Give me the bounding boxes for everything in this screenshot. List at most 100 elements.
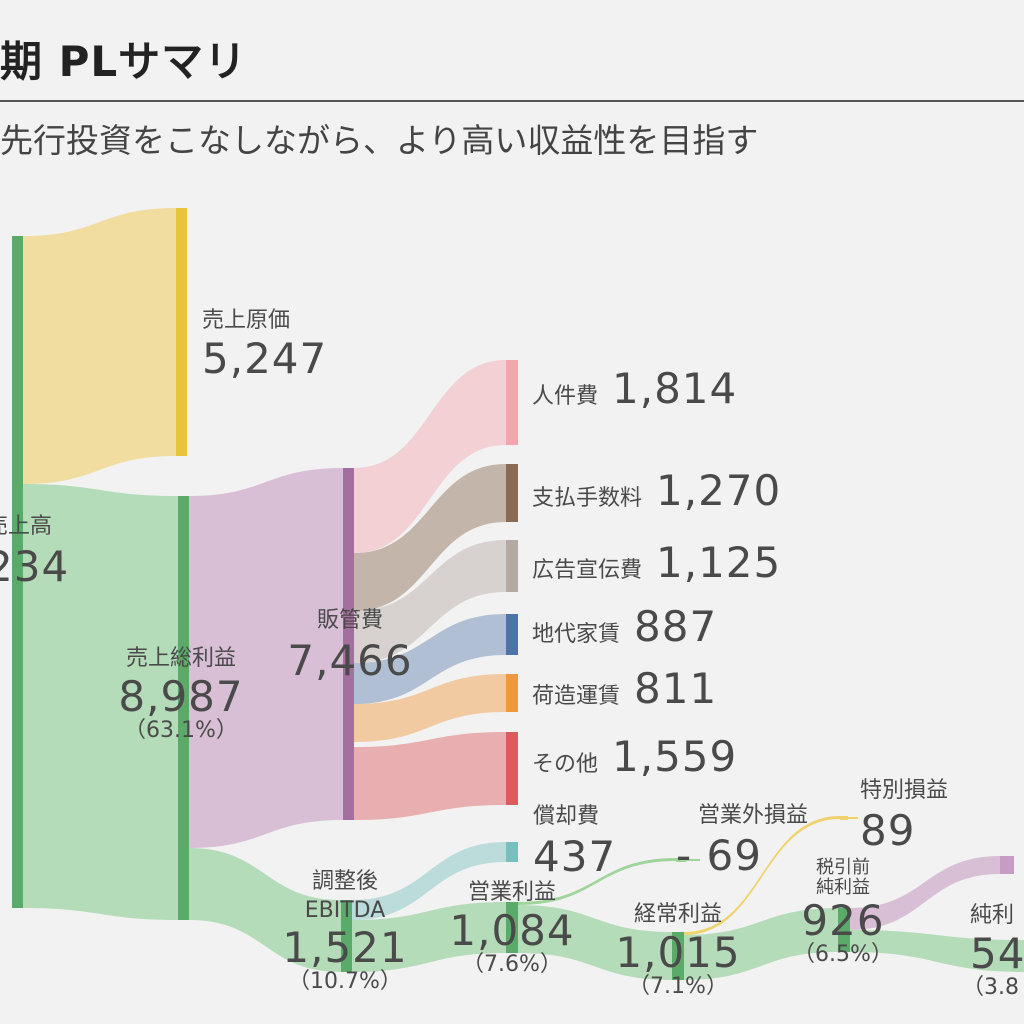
operating-income-name: 営業利益	[467, 880, 556, 905]
label-other: その他 1,559	[532, 736, 737, 778]
flow-pretax_income-to-net_income	[850, 856, 1000, 930]
label-operating-income: 営業利益 1,084 （7.6%）	[449, 882, 574, 976]
flow-gross_profit-to-sga	[189, 468, 343, 848]
revenue-value: 234	[0, 542, 70, 591]
cogs-value: 5,247	[202, 334, 328, 383]
flow-ordinary_income-to-pretax_income	[684, 908, 838, 980]
flow-revenue-to-cogs	[23, 208, 176, 484]
flow-adj_ebitda-to-operating_income	[352, 902, 506, 972]
flow-ordinary_income-to-extraordinary	[684, 816, 840, 935]
ordinary-income-pct: （7.1%）	[628, 974, 728, 999]
page-title: 期 PLサマリ	[0, 37, 248, 86]
pretax-income-pct: （6.5%）	[793, 941, 893, 967]
rent-value: 887	[634, 602, 718, 651]
non-operating-value: - 69	[676, 831, 762, 880]
ordinary-income-value: 1,015	[615, 928, 741, 977]
other-name: その他	[532, 752, 599, 777]
label-payment-fee: 支払手数料 1,270	[532, 470, 781, 512]
other-value: 1,559	[612, 732, 738, 781]
title-divider	[0, 100, 1024, 102]
payment-fee-value: 1,270	[656, 466, 782, 515]
advertising-value: 1,125	[656, 538, 782, 587]
node-bar-extraordinary	[840, 816, 848, 820]
label-gross-profit: 売上総利益 8,987 （63.1%）	[118, 648, 243, 742]
rent-name: 地代家賃	[532, 622, 621, 647]
node-bar-ordinary_income	[672, 932, 684, 980]
flow-sga-to-payment_fee	[354, 464, 506, 611]
net-income-name: 純利	[970, 903, 1015, 928]
flow-sga-to-rent	[354, 614, 506, 704]
node-bar-revenue	[12, 236, 23, 908]
operating-income-pct: （7.6%）	[462, 952, 562, 977]
operating-income-value: 1,084	[449, 906, 575, 955]
cogs-name: 売上原価	[202, 308, 291, 333]
adj-ebitda-value: 1,521	[282, 923, 408, 973]
personnel-name: 人件費	[532, 384, 599, 409]
node-bar-personnel	[506, 360, 518, 445]
node-bar-other	[506, 732, 518, 805]
label-rent: 地代家賃 887	[532, 606, 717, 648]
page-subtitle: 先行投資をこなしながら、より高い収益性を目指す	[0, 121, 759, 160]
pretax-income-name: 税引前 純利益	[816, 857, 870, 898]
label-non-operating: 営業外損益 - 69	[676, 805, 808, 877]
flow-sga-to-other	[354, 732, 506, 820]
flow-adj_ebitda-to-depreciation	[352, 842, 506, 920]
shipping-value: 811	[634, 664, 718, 713]
revenue-name: 売上高	[0, 514, 53, 539]
label-ordinary-income: 経常利益 1,015 （7.1%）	[615, 904, 740, 998]
depreciation-value: 437	[533, 832, 617, 881]
adj-ebitda-pct: （10.7%）	[288, 969, 402, 995]
node-bar-advertising	[506, 540, 518, 592]
depreciation-name: 償却費	[533, 804, 600, 829]
node-bar-gross_profit	[178, 496, 189, 920]
sga-value: 7,466	[287, 636, 413, 685]
sga-name: 販管費	[316, 608, 383, 633]
node-bar-shipping	[506, 674, 518, 712]
label-net-income: 純利 54 （3.8	[962, 903, 1024, 999]
net-income-value: 54	[970, 929, 1024, 978]
node-bar-sga	[343, 468, 354, 820]
node-bar-payment_fee	[506, 464, 518, 522]
pretax-income-value: 926	[801, 895, 885, 945]
sankey-flows	[23, 208, 1024, 980]
extraordinary-name: 特別損益	[860, 778, 949, 803]
label-cogs: 売上原価 5,247	[202, 310, 327, 380]
node-bar-operating_income	[506, 902, 518, 953]
label-shipping: 荷造運賃 811	[532, 668, 717, 710]
node-bar-cogs	[176, 208, 187, 456]
shipping-name: 荷造運賃	[532, 684, 621, 709]
ordinary-income-name: 経常利益	[633, 902, 722, 927]
flow-sga-to-shipping	[354, 674, 506, 742]
node-bar-adj_ebitda	[341, 900, 352, 972]
flow-sga-to-advertising	[354, 540, 506, 663]
net-income-pct: （3.8	[962, 975, 1019, 1000]
non-operating-name: 営業外損益	[698, 803, 809, 828]
flow-revenue-to-gross_profit	[23, 484, 178, 920]
gross-profit-value: 8,987	[118, 672, 244, 721]
node-bar-depreciation	[506, 842, 518, 862]
flow-sga-to-personnel	[354, 360, 506, 553]
personnel-value: 1,814	[612, 364, 738, 413]
flow-operating_income-to-non_operating	[518, 858, 676, 905]
payment-fee-name: 支払手数料	[532, 486, 643, 511]
node-bar-pretax_income	[838, 908, 850, 952]
label-extraordinary: 特別損益 89	[860, 780, 948, 852]
label-sga: 販管費 7,466	[287, 610, 412, 682]
extraordinary-value: 89	[860, 806, 916, 855]
label-pretax-income: 税引前 純利益 926 （6.5%）	[793, 858, 893, 966]
label-personnel: 人件費 1,814	[532, 368, 737, 410]
label-adj-ebitda: 調整後 EBITDA 1,521 （10.7%）	[282, 868, 407, 993]
advertising-name: 広告宣伝費	[532, 558, 643, 583]
node-bar-non_operating	[676, 858, 686, 862]
node-bar-net_income	[1000, 856, 1014, 874]
node-bar-rent	[506, 614, 518, 655]
adj-ebitda-name: 調整後 EBITDA	[304, 869, 386, 923]
gross-profit-name: 売上総利益	[125, 646, 236, 671]
sankey-nodes	[12, 208, 1014, 980]
label-depreciation: 償却費 437	[533, 806, 616, 878]
label-revenue: 売上高 234	[0, 516, 69, 588]
flow-gross_profit-to-adj_ebitda	[189, 848, 341, 972]
gross-profit-pct: （63.1%）	[124, 718, 238, 743]
label-advertising: 広告宣伝費 1,125	[532, 542, 781, 584]
